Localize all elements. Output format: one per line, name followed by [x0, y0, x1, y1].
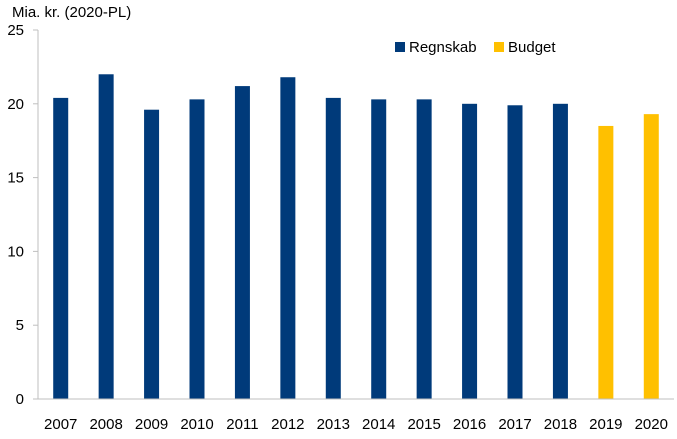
x-tick-label: 2014 [362, 416, 395, 433]
legend-swatch [494, 42, 504, 52]
legend-swatch [395, 42, 405, 52]
x-tick-label: 2012 [271, 416, 304, 433]
y-tick-label: 25 [7, 22, 24, 39]
x-tick-label: 2007 [44, 416, 77, 433]
y-tick-label: 10 [7, 243, 24, 260]
x-tick-label: 2013 [317, 416, 350, 433]
legend: Regnskab Budget [395, 39, 556, 56]
y-axis-title: Mia. kr. (2020-PL) [12, 4, 131, 21]
bars-group [53, 74, 659, 400]
y-tick-label: 0 [16, 391, 24, 408]
bar-2015 [416, 99, 432, 399]
bar-2008 [98, 74, 114, 399]
y-tick-label: 20 [7, 96, 24, 113]
x-tick-label: 2008 [89, 416, 122, 433]
x-tick-label: 2016 [453, 416, 486, 433]
y-tick-label: 5 [16, 317, 24, 334]
x-tick-label: 2018 [544, 416, 577, 433]
legend-label: Regnskab [409, 39, 477, 56]
x-tick-label: 2010 [180, 416, 213, 433]
x-tick-label: 2011 [226, 416, 258, 433]
bar-2019 [598, 125, 614, 399]
bar-2010 [189, 99, 205, 399]
bar-2014 [371, 99, 387, 399]
bar-2017 [507, 105, 523, 399]
bar-2013 [325, 97, 341, 400]
legend-label: Budget [508, 39, 556, 56]
x-tick-label: 2017 [498, 416, 531, 433]
x-tick-label: 2020 [635, 416, 668, 433]
bar-2016 [462, 103, 478, 400]
y-axis: 0 5 10 15 20 25 [7, 22, 39, 408]
y-tick-label: 15 [7, 170, 24, 187]
x-axis: 2007 2008 2009 2010 2011 2012 2013 2014 2015 2016… [38, 398, 674, 433]
x-tick-label: 2009 [135, 416, 168, 433]
bar-2009 [144, 109, 160, 399]
bar-2020 [643, 114, 659, 399]
bar-2007 [53, 97, 69, 400]
x-tick-label: 2019 [589, 416, 622, 433]
bar-2011 [234, 86, 250, 399]
bar-2018 [552, 103, 568, 400]
bar-2012 [280, 77, 296, 400]
x-tick-label: 2015 [407, 416, 440, 433]
